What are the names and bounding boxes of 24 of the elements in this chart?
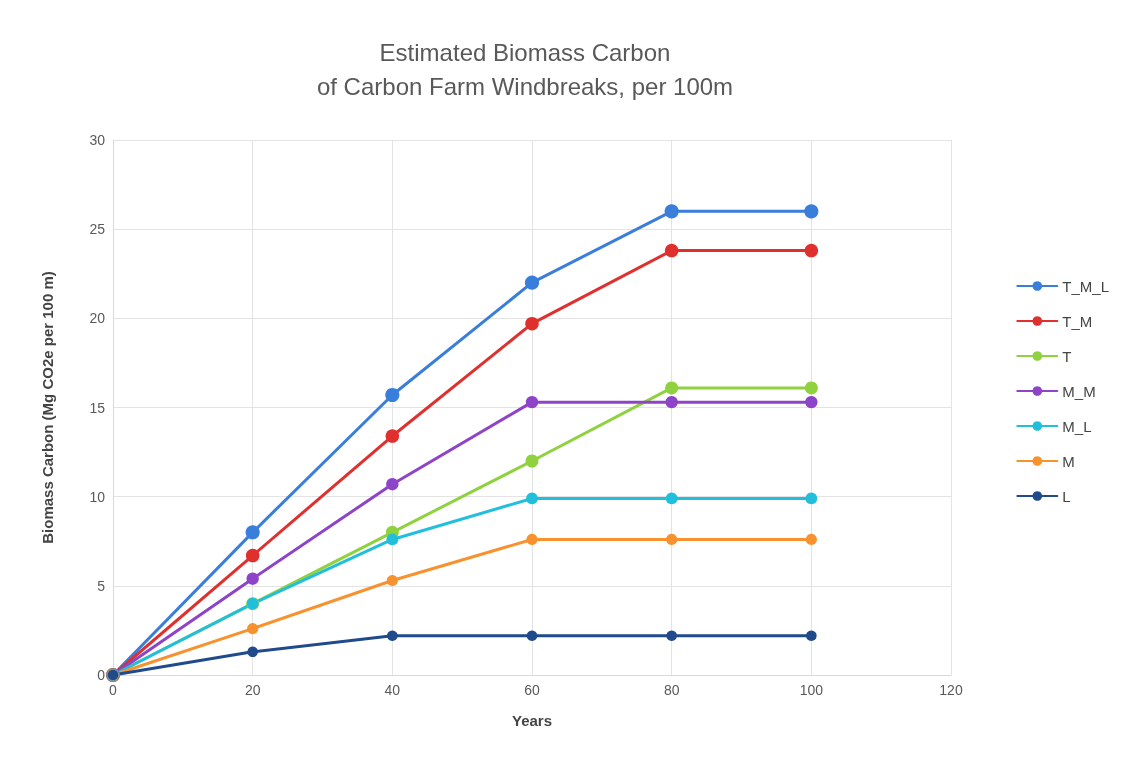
x-tick-label: 100 xyxy=(799,682,824,698)
x-tick-label: 20 xyxy=(244,682,261,698)
x-tick-label: 80 xyxy=(663,682,680,698)
x-tick-label: 120 xyxy=(939,682,963,698)
x-tick-label: 0 xyxy=(109,682,118,698)
legend-label: M_L xyxy=(1062,417,1092,435)
legend-label: M xyxy=(1062,452,1075,470)
x-axis-title: Years xyxy=(511,712,553,729)
legend-label: T_M_L xyxy=(1062,277,1109,295)
chart-title: Estimated Biomass Carbon of Carbon Farm Windbreaks, per 100m xyxy=(316,38,734,100)
legend-label: T_M xyxy=(1062,312,1093,330)
y-tick-label: 0 xyxy=(97,667,106,683)
y-tick-label: 10 xyxy=(89,488,106,505)
y-axis-title: Biomass Carbon (Mg CO2e per 100 m) xyxy=(39,271,56,544)
y-tick-label: 20 xyxy=(89,310,106,327)
legend-label: L xyxy=(1062,487,1071,505)
x-tick-label: 60 xyxy=(524,682,540,698)
y-tick-label: 30 xyxy=(89,132,106,148)
y-tick-label: 5 xyxy=(97,577,106,594)
y-tick-label: 15 xyxy=(89,399,106,416)
legend-label: M_M xyxy=(1062,382,1096,400)
x-tick-label: 40 xyxy=(384,682,401,698)
y-tick-label: 25 xyxy=(89,221,106,238)
legend-label: T xyxy=(1062,347,1072,365)
